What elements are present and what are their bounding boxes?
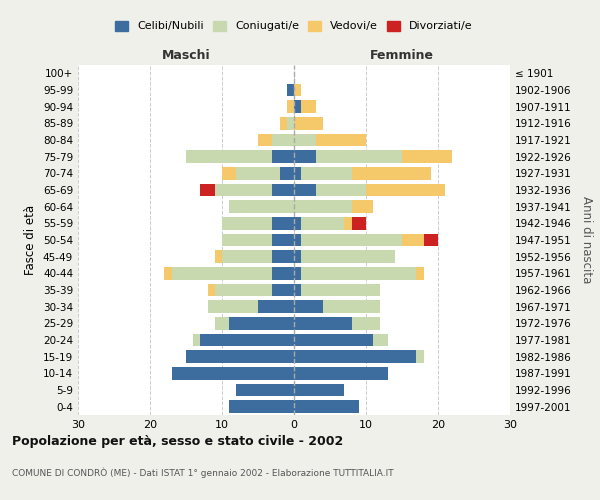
Bar [272, 150, 294, 163]
Bar [222, 167, 236, 179]
Bar [172, 267, 272, 280]
Legend: Celibi/Nubili, Coniugati/e, Vedovi/e, Divorziati/e: Celibi/Nubili, Coniugati/e, Vedovi/e, Di… [115, 20, 473, 32]
Bar [172, 367, 294, 380]
Bar [215, 317, 229, 330]
Bar [323, 300, 380, 313]
Bar [215, 284, 272, 296]
Text: Maschi: Maschi [161, 48, 211, 62]
Bar [416, 267, 424, 280]
Bar [294, 150, 316, 163]
Bar [208, 284, 215, 296]
Bar [294, 350, 416, 363]
Bar [294, 367, 388, 380]
Bar [301, 217, 344, 230]
Bar [272, 284, 294, 296]
Bar [316, 134, 366, 146]
Bar [208, 300, 258, 313]
Y-axis label: Fasce di età: Fasce di età [25, 205, 37, 275]
Bar [272, 234, 294, 246]
Bar [294, 267, 301, 280]
Bar [294, 200, 352, 213]
Bar [294, 117, 323, 130]
Bar [294, 300, 323, 313]
Bar [294, 217, 301, 230]
Bar [352, 217, 366, 230]
Y-axis label: Anni di nascita: Anni di nascita [580, 196, 593, 284]
Bar [294, 250, 301, 263]
Bar [272, 134, 294, 146]
Bar [294, 384, 344, 396]
Bar [229, 400, 294, 413]
Bar [294, 284, 301, 296]
Bar [294, 317, 352, 330]
Bar [280, 117, 287, 130]
Bar [272, 267, 294, 280]
Bar [186, 350, 294, 363]
Bar [294, 134, 316, 146]
Bar [287, 84, 294, 96]
Bar [352, 167, 431, 179]
Bar [301, 167, 352, 179]
Bar [352, 317, 380, 330]
Text: Femmine: Femmine [370, 48, 434, 62]
Bar [229, 200, 294, 213]
Text: Popolazione per età, sesso e stato civile - 2002: Popolazione per età, sesso e stato civil… [12, 435, 343, 448]
Bar [272, 250, 294, 263]
Bar [294, 400, 359, 413]
Bar [424, 234, 438, 246]
Bar [294, 84, 301, 96]
Bar [366, 184, 445, 196]
Bar [258, 134, 272, 146]
Bar [301, 267, 416, 280]
Bar [193, 334, 200, 346]
Bar [236, 384, 294, 396]
Bar [287, 100, 294, 113]
Bar [402, 150, 452, 163]
Bar [222, 234, 272, 246]
Bar [301, 284, 380, 296]
Bar [416, 350, 424, 363]
Bar [402, 234, 424, 246]
Bar [287, 117, 294, 130]
Bar [200, 334, 294, 346]
Bar [222, 217, 272, 230]
Bar [301, 234, 402, 246]
Bar [294, 334, 373, 346]
Bar [294, 167, 301, 179]
Bar [272, 184, 294, 196]
Bar [222, 250, 272, 263]
Bar [164, 267, 172, 280]
Bar [301, 250, 395, 263]
Bar [215, 184, 272, 196]
Bar [294, 184, 316, 196]
Bar [344, 217, 352, 230]
Bar [294, 100, 301, 113]
Bar [258, 300, 294, 313]
Bar [352, 200, 373, 213]
Bar [215, 250, 222, 263]
Bar [316, 184, 366, 196]
Bar [186, 150, 272, 163]
Bar [236, 167, 280, 179]
Bar [229, 317, 294, 330]
Bar [200, 184, 215, 196]
Bar [373, 334, 388, 346]
Bar [272, 217, 294, 230]
Bar [316, 150, 402, 163]
Text: COMUNE DI CONDRÒ (ME) - Dati ISTAT 1° gennaio 2002 - Elaborazione TUTTITALIA.IT: COMUNE DI CONDRÒ (ME) - Dati ISTAT 1° ge… [12, 468, 394, 478]
Bar [301, 100, 316, 113]
Bar [294, 234, 301, 246]
Bar [280, 167, 294, 179]
